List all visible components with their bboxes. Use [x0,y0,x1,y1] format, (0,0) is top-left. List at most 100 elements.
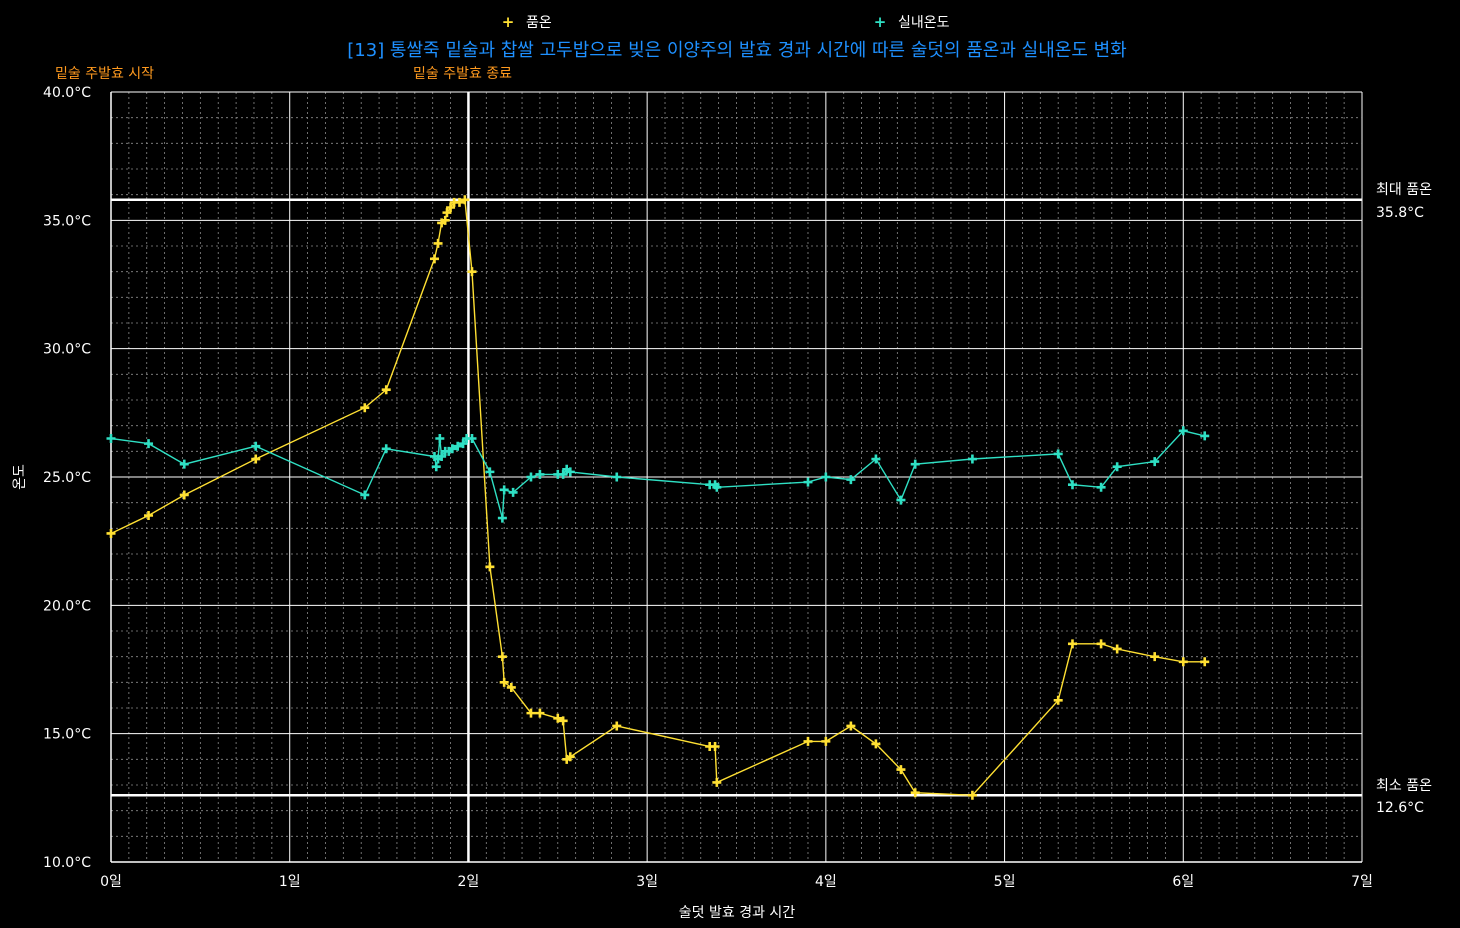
data-point [896,765,906,775]
data-point [251,454,261,464]
data-point [846,475,856,485]
data-point [896,495,906,505]
data-point [437,451,447,461]
y-tick-label: 35.0°C [43,213,91,229]
x-tick-label: 1일 [279,874,301,890]
data-point [251,441,261,451]
data-point [508,487,518,497]
data-point [429,254,439,264]
series-1 [106,426,1210,523]
data-point [506,682,516,692]
data-point [1053,449,1063,459]
data-point [485,562,495,572]
data-point [871,739,881,749]
y-tick-label: 15.0°C [43,727,91,743]
data-point [467,267,477,277]
data-point [526,472,536,482]
data-point [846,721,856,731]
data-point [803,477,813,487]
data-point [1112,462,1122,472]
data-point [1112,644,1122,654]
data-point [712,482,722,492]
data-point [558,469,568,479]
reference-lines [111,92,1362,862]
data-point [612,472,622,482]
x-tick-label: 0일 [100,874,122,890]
data-point [967,454,977,464]
y-tick-label: 25.0°C [43,470,91,486]
data-point [553,713,563,723]
data-point [967,790,977,800]
x-tick-label: 5일 [994,874,1016,890]
data-point [435,434,445,443]
data-point [1150,457,1160,467]
data-point [497,513,507,523]
data-point [381,444,391,454]
data-point [179,459,189,469]
y-tick-label: 30.0°C [43,342,91,358]
data-point [499,677,509,687]
data-point [460,195,470,205]
data-point [558,716,568,726]
data-point [454,197,464,207]
data-point [565,467,575,477]
data-point [1200,431,1210,441]
y-axis-label: 온도 [12,464,28,490]
data-point [535,708,545,718]
max-label: 최대 품온 [1376,182,1432,198]
series-layer [106,195,1210,800]
data-point [821,736,831,746]
x-tick-labels: 0일 1일 2일 3일 4일 5일 6일 7일 [100,874,1373,890]
series-0 [106,195,1210,800]
data-point [712,777,722,787]
grid [110,91,1363,863]
x-tick-label: 6일 [1172,874,1194,890]
data-point [871,454,881,464]
data-point [485,467,495,477]
data-point [446,203,456,212]
data-point [440,215,450,225]
data-point [1178,426,1188,436]
x-tick-label: 7일 [1351,874,1373,890]
data-point [1150,652,1160,662]
legend-marker-room: + [874,13,887,31]
y-tick-label: 10.0°C [43,855,91,871]
data-point [499,485,509,495]
data-point [1067,639,1077,649]
min-label: 최소 품온 [1376,778,1432,794]
data-point [1096,639,1106,649]
data-point [1200,657,1210,667]
data-point [1053,695,1063,705]
x-tick-label: 4일 [815,874,837,890]
data-point [612,721,622,731]
data-point [535,469,545,479]
data-point [447,444,457,454]
data-point [431,462,441,472]
data-point [458,439,468,449]
data-point [1096,482,1106,492]
legend-label-room: 실내온도 [898,15,950,31]
y-tick-labels: 10.0°C 15.0°C 20.0°C 25.0°C 30.0°C 35.0°C 40.0… [43,85,91,871]
data-point [1067,480,1077,490]
max-value: 35.8°C [1376,205,1424,221]
x-tick-label: 2일 [458,874,480,890]
data-point [526,708,536,718]
annotation-start: 밑술 주발효 시작 [55,66,154,82]
annotation-end: 밑술 주발효 종료 [413,66,512,82]
legend-marker-pumon: + [502,13,515,31]
data-point [144,439,154,449]
data-point [710,742,720,751]
min-value: 12.6°C [1376,800,1424,816]
y-tick-label: 40.0°C [43,85,91,101]
data-point [803,736,813,746]
data-point [144,511,154,520]
chart-title: [13] 통쌀죽 밑술과 찹쌀 고두밥으로 빚은 이양주의 발효 경과 시간에 … [347,40,1126,61]
data-point [433,238,443,248]
data-point [360,490,370,500]
data-point [821,472,831,482]
legend-label-pumon: 품온 [526,15,552,31]
y-tick-label: 20.0°C [43,598,91,614]
data-point [106,434,116,443]
x-axis-label: 술덧 발효 경과 시간 [679,905,796,921]
